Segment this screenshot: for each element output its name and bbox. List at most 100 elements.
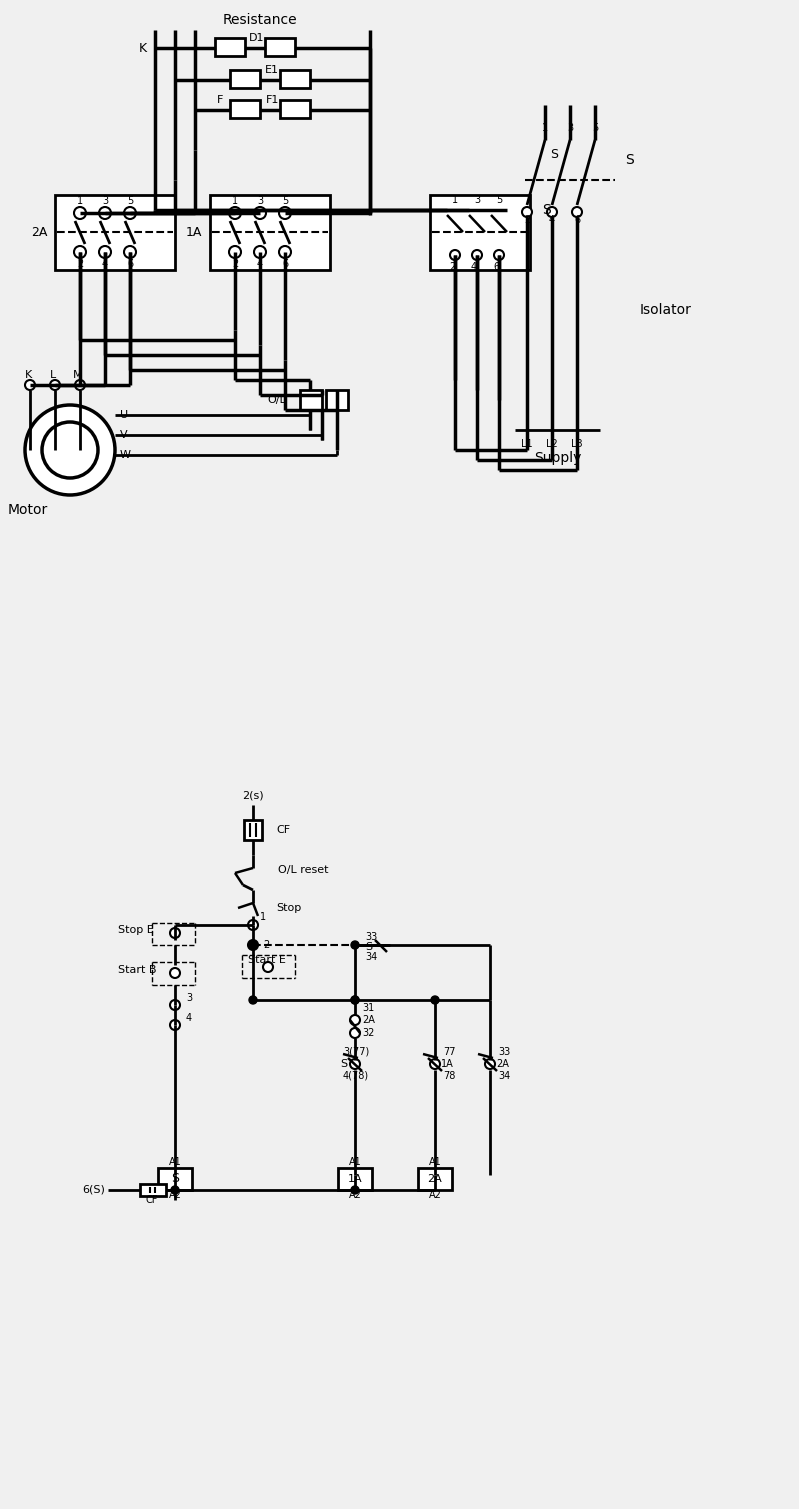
Circle shape (248, 920, 258, 930)
Text: Isolator: Isolator (640, 303, 692, 317)
Circle shape (170, 928, 180, 939)
Circle shape (229, 246, 241, 258)
Text: S: S (625, 152, 634, 167)
Circle shape (25, 404, 115, 495)
Circle shape (170, 967, 180, 978)
Text: 33: 33 (498, 1047, 511, 1056)
Text: A2: A2 (169, 1191, 181, 1200)
Bar (280, 100, 310, 118)
Circle shape (572, 207, 582, 217)
Bar (230, 69, 260, 88)
Text: E1: E1 (265, 65, 279, 75)
Text: 4: 4 (549, 214, 555, 225)
Circle shape (351, 996, 359, 1003)
Text: 2: 2 (449, 263, 455, 272)
Text: 1A: 1A (441, 1059, 454, 1068)
Text: 31: 31 (362, 1003, 374, 1013)
Text: S: S (340, 1059, 347, 1068)
Bar (326, 389, 348, 410)
Text: 3: 3 (567, 124, 573, 133)
Text: A1: A1 (428, 1157, 441, 1166)
Text: V: V (120, 430, 128, 441)
Text: 6: 6 (574, 214, 580, 225)
Text: 78: 78 (443, 1071, 455, 1080)
Text: CF: CF (145, 1195, 158, 1206)
Text: 33: 33 (365, 933, 377, 942)
Circle shape (431, 996, 439, 1003)
Text: U: U (120, 410, 128, 420)
Bar (244, 819, 262, 841)
Text: 32: 32 (362, 1028, 375, 1038)
Text: K: K (25, 370, 32, 380)
Text: A1: A1 (348, 1157, 361, 1166)
Circle shape (522, 207, 532, 217)
Text: 1A: 1A (348, 1174, 362, 1185)
Circle shape (99, 207, 111, 219)
Text: 3: 3 (257, 196, 263, 207)
Text: O/L: O/L (267, 395, 286, 404)
Text: Start B: Start B (118, 964, 157, 975)
Circle shape (170, 1020, 180, 1031)
Text: O/L reset: O/L reset (278, 865, 328, 875)
Circle shape (25, 380, 35, 389)
Text: K: K (139, 42, 147, 54)
Text: 2A: 2A (362, 1016, 375, 1025)
Bar (55, 195, 175, 270)
Text: 5: 5 (127, 196, 133, 207)
Text: F1: F1 (266, 95, 280, 106)
Text: 2: 2 (77, 260, 83, 269)
Text: L3: L3 (571, 439, 582, 450)
Text: L1: L1 (521, 439, 533, 450)
Circle shape (472, 250, 482, 260)
Text: 1: 1 (452, 195, 458, 205)
Text: Stop: Stop (276, 902, 301, 913)
Text: 1: 1 (542, 124, 548, 133)
Text: 2: 2 (524, 214, 530, 225)
Text: CF: CF (276, 825, 290, 834)
Bar (215, 38, 245, 56)
Bar (265, 38, 295, 56)
Text: 6: 6 (493, 263, 499, 272)
Text: S: S (550, 148, 558, 161)
Text: 3: 3 (186, 993, 192, 1003)
Text: D1: D1 (249, 33, 264, 42)
Circle shape (430, 1059, 440, 1068)
Text: S: S (365, 942, 372, 952)
Text: 3: 3 (474, 195, 480, 205)
Text: 2A: 2A (427, 1174, 443, 1185)
Text: Motor: Motor (8, 502, 48, 518)
Text: 4(78): 4(78) (343, 1071, 369, 1080)
Text: 2: 2 (232, 260, 238, 269)
Bar (300, 389, 322, 410)
Circle shape (170, 1000, 180, 1010)
Circle shape (124, 207, 136, 219)
Text: 4: 4 (102, 260, 108, 269)
Text: 1A: 1A (185, 225, 202, 238)
Text: W: W (120, 450, 131, 460)
Text: 34: 34 (365, 952, 377, 963)
Circle shape (351, 996, 359, 1003)
Text: 4: 4 (186, 1013, 192, 1023)
Text: 6: 6 (127, 260, 133, 269)
Text: Resistance: Resistance (223, 14, 297, 27)
Text: L2: L2 (547, 439, 558, 450)
Circle shape (75, 380, 85, 389)
Bar (338, 1168, 372, 1191)
Text: Stop E: Stop E (118, 925, 153, 936)
Text: 5: 5 (592, 124, 598, 133)
Text: Start E: Start E (248, 955, 286, 964)
Circle shape (450, 250, 460, 260)
Text: 4: 4 (257, 260, 263, 269)
Text: 2A: 2A (496, 1059, 509, 1068)
Circle shape (350, 1016, 360, 1025)
Text: 5: 5 (282, 196, 288, 207)
Circle shape (249, 942, 257, 949)
Bar (140, 1185, 166, 1197)
Text: A1: A1 (169, 1157, 181, 1166)
Circle shape (254, 207, 266, 219)
Circle shape (171, 1186, 179, 1194)
Text: 2(s): 2(s) (242, 791, 264, 800)
Text: 1: 1 (260, 911, 266, 922)
Text: 6(S): 6(S) (82, 1185, 105, 1195)
Circle shape (279, 207, 291, 219)
